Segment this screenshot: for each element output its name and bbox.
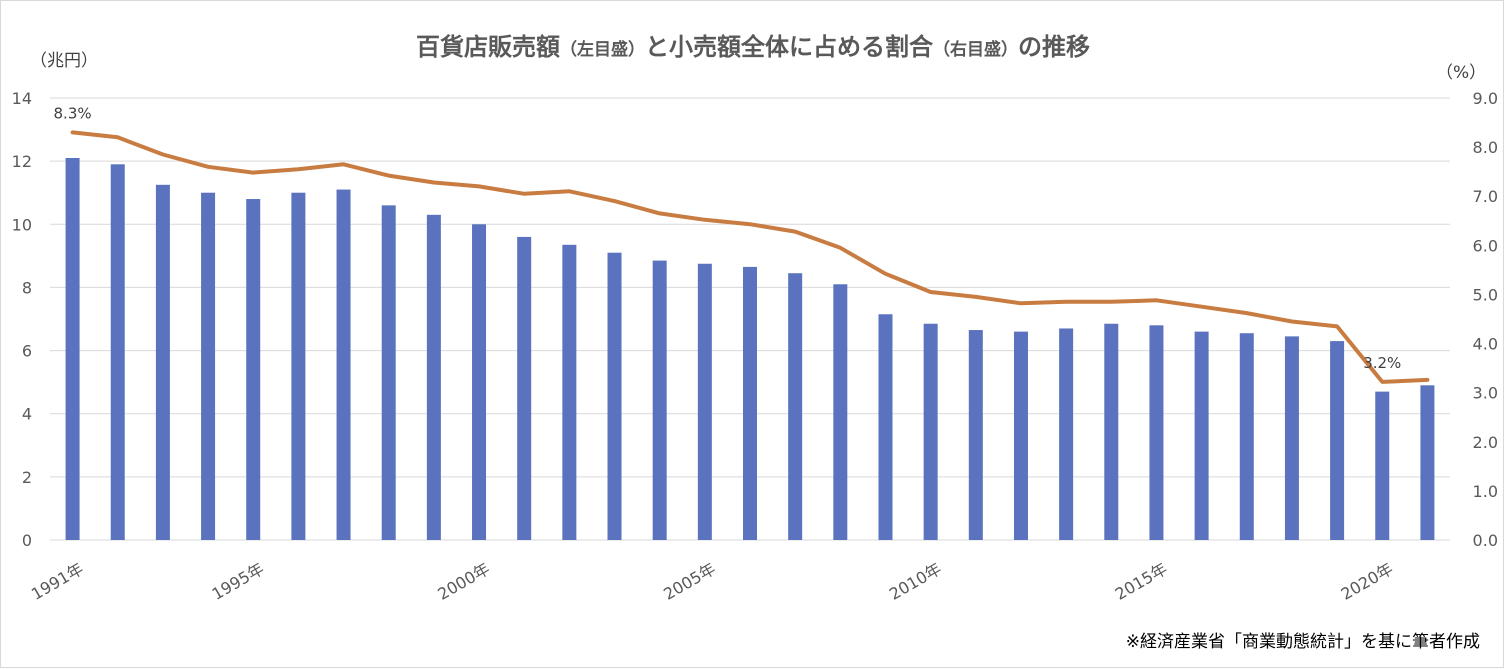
line-series <box>70 130 1430 384</box>
bar-2011 <box>968 330 983 540</box>
bar-1992 <box>110 164 125 541</box>
title-part-0: 百貨店販売額 <box>416 33 560 61</box>
x-tick-label-2010: 2010年 <box>886 559 945 604</box>
title-part-3: （右目盛） <box>933 39 1018 60</box>
gridlines <box>50 97 1450 541</box>
bar-2004 <box>652 260 667 540</box>
bar-2013 <box>1059 328 1074 540</box>
right-axis-ticks: 0.0 1.0 2.0 3.0 4.0 5.0 6.0 7.0 8.0 9.0 <box>1473 89 1498 550</box>
bar-2003 <box>607 252 622 540</box>
bar-2005 <box>697 263 712 540</box>
bar-2012 <box>1013 331 1028 540</box>
left-tick-label-1: 2 <box>22 468 32 487</box>
left-tick-label-0: 0 <box>22 531 32 550</box>
chart-title: 百貨店販売額（左目盛）と小売額全体に占める割合（右目盛）の推移 <box>416 33 1090 61</box>
left-tick-label-3: 6 <box>22 342 32 361</box>
bar-2006 <box>743 266 757 540</box>
bar-1998 <box>381 205 396 541</box>
bar-2001 <box>517 236 532 540</box>
bar-2002 <box>562 244 577 541</box>
left-tick-label-7: 14 <box>12 89 32 108</box>
bar-1994 <box>201 192 216 540</box>
point-label-1991: 8.3% <box>54 104 92 122</box>
bar-1991 <box>65 157 80 540</box>
data-labels: 8.3% 3.2% <box>54 104 1402 371</box>
right-tick-label-9: 9.0 <box>1473 89 1498 108</box>
bar-2007 <box>788 273 803 540</box>
right-tick-label-6: 6.0 <box>1473 236 1498 255</box>
bar-2000 <box>472 224 487 541</box>
x-tick-label-2020: 2020年 <box>1338 559 1397 604</box>
bar-2020 <box>1375 391 1390 540</box>
source-note: ※経済産業省「商業動態統計」を基に筆者作成 <box>1126 632 1480 652</box>
bar-1997 <box>336 189 351 541</box>
right-tick-label-3: 3.0 <box>1473 384 1498 403</box>
x-tick-label-1991: 1991年 <box>28 559 87 604</box>
bar-2009 <box>878 314 893 540</box>
title-part-2: と小売額全体に占める割合 <box>645 33 934 61</box>
left-axis-ticks: 0 2 4 6 8 10 12 14 <box>12 89 32 550</box>
left-tick-label-2: 4 <box>22 405 32 424</box>
left-axis-unit: （兆円） <box>30 51 98 71</box>
right-tick-label-7: 7.0 <box>1473 187 1498 206</box>
ratio-line <box>70 130 1430 384</box>
right-tick-label-0: 0.0 <box>1473 531 1498 550</box>
bar-2021 <box>1420 385 1435 540</box>
right-tick-label-2: 2.0 <box>1473 433 1498 452</box>
bar-2010 <box>923 323 938 540</box>
bar-1999 <box>426 214 441 541</box>
x-tick-label-1995: 1995年 <box>209 559 268 604</box>
left-tick-label-4: 8 <box>22 278 32 297</box>
bar-2018 <box>1284 336 1299 540</box>
left-tick-label-6: 12 <box>12 152 32 171</box>
bar-2019 <box>1330 341 1345 540</box>
bar-1996 <box>291 192 306 540</box>
bar-2008 <box>833 284 848 540</box>
point-label-2020: 3.2% <box>1363 354 1401 372</box>
bar-2015 <box>1149 325 1164 540</box>
bar-1995 <box>246 199 261 540</box>
x-tick-label-2000: 2000年 <box>434 559 493 604</box>
bar-1993 <box>155 184 170 541</box>
right-tick-label-5: 5.0 <box>1473 285 1498 304</box>
bar-2016 <box>1194 331 1209 540</box>
right-tick-label-8: 8.0 <box>1473 138 1498 157</box>
title-part-4: の推移 <box>1018 33 1090 61</box>
right-tick-label-1: 1.0 <box>1473 482 1498 501</box>
right-tick-label-4: 4.0 <box>1473 335 1498 354</box>
x-tick-label-2005: 2005年 <box>660 559 719 604</box>
bar-2017 <box>1239 333 1254 540</box>
x-tick-label-2015: 2015年 <box>1112 559 1171 604</box>
bar-series <box>65 157 1435 541</box>
bar-2014 <box>1104 323 1119 540</box>
x-axis-ticks: 1991年 1995年 2000年 2005年 2010年 2015年 2020年 <box>28 559 1396 604</box>
title-part-1: （左目盛） <box>560 39 645 60</box>
left-tick-label-5: 10 <box>12 215 32 234</box>
right-axis-unit: （%） <box>1436 63 1486 83</box>
